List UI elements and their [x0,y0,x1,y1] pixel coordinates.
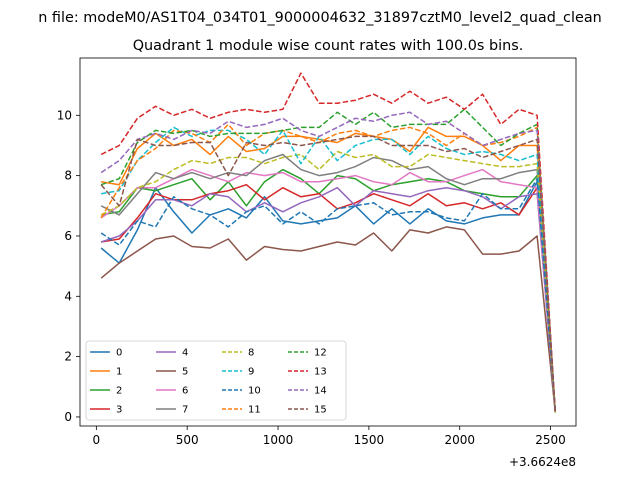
legend-label-2: 2 [116,386,122,397]
chart-title: Quadrant 1 module wise count rates with … [133,38,524,54]
x-axis: 0 500 1000 1500 2000 2500 [93,426,566,447]
series-line-13 [100,72,557,413]
y-tick-label: 10 [57,108,72,122]
x-tick-label: 2000 [444,433,475,447]
plot-series-layer [100,72,557,413]
y-tick-label: 2 [64,350,72,364]
series-line-14 [100,111,557,413]
legend-label-14: 14 [314,386,327,397]
y-tick-label: 4 [64,289,72,303]
x-tick-label: 1000 [263,433,294,447]
y-tick-label: 6 [64,229,72,243]
legend-label-13: 13 [314,367,327,378]
y-tick-label: 8 [64,169,72,183]
series-line-0 [100,180,557,413]
legend-label-4: 4 [182,348,188,359]
legend-label-12: 12 [314,348,327,359]
series-line-10 [100,177,557,413]
legend-label-7: 7 [182,405,188,416]
legend-label-1: 1 [116,367,122,378]
legend-label-6: 6 [182,386,188,397]
x-tick-label: 1500 [354,433,385,447]
legend-label-8: 8 [248,348,254,359]
series-line-9 [100,126,557,413]
legend-label-0: 0 [116,348,122,359]
y-axis: 0 2 4 6 8 10 [57,108,80,424]
x-tick-label: 2500 [535,433,566,447]
series-line-7 [100,153,557,413]
series-line-3 [100,183,557,413]
legend-label-11: 11 [248,405,261,416]
legend-label-9: 9 [248,367,254,378]
series-line-12 [100,108,557,413]
figure-suptitle: n file: modeM0/AS1T04_034T01_9000004632_… [38,10,602,26]
legend-label-3: 3 [116,405,122,416]
legend-label-5: 5 [182,367,188,378]
y-tick-label: 0 [64,410,72,424]
series-line-4 [100,186,557,413]
series-line-15 [100,135,557,413]
series-line-5 [100,226,557,413]
legend-label-15: 15 [314,405,327,416]
x-tick-label: 0 [93,433,101,447]
legend-frame [85,340,347,421]
plot-frame [79,57,577,427]
x-tick-label: 500 [176,433,199,447]
x-offset-label: +3.6624e8 [509,455,576,469]
series-line-8 [100,150,557,413]
legend-label-10: 10 [248,386,261,397]
series-line-2 [100,168,557,413]
